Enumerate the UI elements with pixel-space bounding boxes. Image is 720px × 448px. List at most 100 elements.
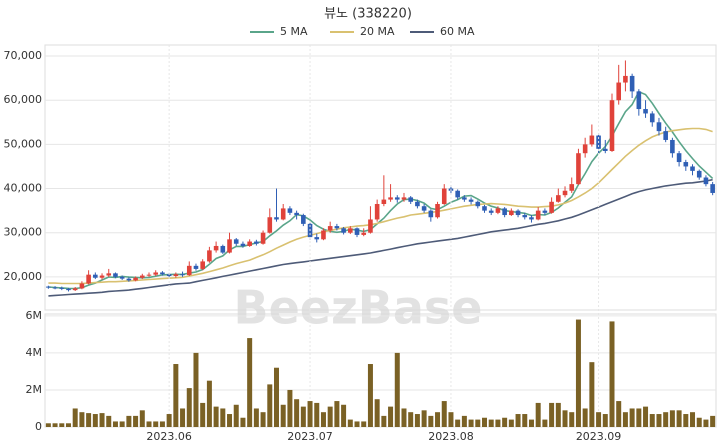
candle-body bbox=[274, 217, 279, 220]
watermark: BeezBase bbox=[234, 281, 483, 335]
candle-body bbox=[703, 177, 709, 185]
volume-bar bbox=[52, 423, 58, 427]
volume-bar bbox=[159, 421, 165, 427]
volume-bar bbox=[502, 417, 508, 427]
volume-bar bbox=[435, 412, 441, 427]
volume-bar bbox=[72, 408, 78, 427]
volume-bar bbox=[374, 399, 380, 427]
candle-body bbox=[294, 212, 299, 216]
candle-body bbox=[482, 206, 487, 211]
candle-body bbox=[690, 166, 695, 171]
candle-body bbox=[160, 272, 165, 275]
volume-bar bbox=[475, 419, 481, 427]
volume-bar bbox=[327, 406, 333, 427]
candle-body bbox=[227, 239, 232, 253]
candle-body bbox=[287, 208, 293, 213]
volume-bar bbox=[240, 417, 246, 427]
candle-body bbox=[321, 230, 326, 240]
candle-body bbox=[153, 272, 159, 275]
candle-body bbox=[180, 274, 185, 276]
volume-bar bbox=[307, 401, 313, 427]
ma-line bbox=[48, 90, 714, 290]
volume-bar bbox=[247, 338, 253, 427]
volume-bar bbox=[408, 412, 414, 427]
candle-body bbox=[354, 228, 360, 235]
candle-body bbox=[119, 276, 125, 279]
candle-body bbox=[267, 217, 273, 233]
volume-bar bbox=[663, 412, 669, 427]
volume-bar bbox=[59, 423, 65, 427]
candle-body bbox=[193, 265, 199, 269]
volume-bar bbox=[388, 406, 394, 427]
volume-bar bbox=[596, 412, 602, 427]
volume-bar bbox=[696, 417, 702, 427]
candle-body bbox=[207, 250, 212, 262]
candle-body bbox=[515, 210, 521, 216]
candle-body bbox=[576, 153, 581, 185]
volume-bar bbox=[602, 414, 608, 427]
candle-body bbox=[509, 210, 514, 216]
candle-body bbox=[462, 197, 467, 200]
candle-body bbox=[643, 109, 648, 114]
volume-bar bbox=[233, 404, 239, 427]
volume-bar bbox=[273, 367, 279, 427]
volume-bar bbox=[112, 421, 118, 427]
candle-body bbox=[106, 273, 112, 276]
volume-bar bbox=[381, 415, 387, 427]
volume-bar bbox=[180, 408, 186, 427]
volume-bar bbox=[468, 419, 474, 427]
volume-bar bbox=[354, 421, 360, 427]
candle-body bbox=[233, 239, 239, 244]
candle-body bbox=[670, 139, 675, 154]
candle-body bbox=[435, 204, 440, 218]
candle-body bbox=[374, 204, 380, 220]
candle-body bbox=[334, 226, 340, 229]
candle-body bbox=[522, 215, 528, 218]
volume-bar bbox=[710, 415, 716, 427]
volume-bar bbox=[488, 419, 494, 427]
volume-bar bbox=[569, 412, 575, 427]
candle-body bbox=[361, 232, 367, 235]
volume-bar bbox=[582, 408, 588, 427]
candle-body bbox=[676, 153, 682, 163]
candle-body bbox=[72, 288, 78, 291]
candle-body bbox=[696, 170, 702, 178]
volume-bar bbox=[347, 419, 353, 427]
y-tick-label: 70,000 bbox=[4, 49, 43, 62]
panel-frame bbox=[44, 44, 717, 311]
volume-bar bbox=[522, 414, 528, 427]
y-tick-label: 6M bbox=[26, 309, 43, 322]
candle-body bbox=[408, 197, 413, 202]
y-tick-label: 30,000 bbox=[4, 226, 43, 239]
candle-body bbox=[488, 210, 494, 213]
volume-bar bbox=[200, 402, 206, 427]
volume-bar bbox=[461, 415, 467, 427]
candle-body bbox=[348, 228, 353, 233]
volume-bar bbox=[542, 419, 548, 427]
chart-title: 뷰노 (338220) bbox=[324, 7, 412, 22]
candle-body bbox=[441, 188, 447, 204]
volume-bar bbox=[99, 413, 105, 427]
candle-body bbox=[562, 190, 568, 196]
volume-bar bbox=[186, 388, 192, 427]
x-tick-label: 2023.07 bbox=[287, 430, 333, 443]
volume-bar bbox=[562, 410, 568, 427]
volume-bar bbox=[616, 401, 622, 427]
volume-bar bbox=[676, 410, 682, 427]
x-tick-label: 2023.09 bbox=[576, 430, 622, 443]
candle-body bbox=[609, 100, 615, 151]
candle-body bbox=[113, 273, 118, 277]
volume-bar bbox=[643, 406, 649, 427]
volume-bar bbox=[421, 410, 427, 427]
candle-body bbox=[46, 286, 51, 288]
legend-label: 20 MA bbox=[360, 25, 395, 38]
volume-bar bbox=[146, 421, 152, 427]
volume-bar bbox=[575, 319, 581, 427]
candle-body bbox=[629, 75, 635, 92]
volume-bar bbox=[448, 412, 454, 427]
volume-bar bbox=[86, 413, 92, 427]
volume-bar bbox=[92, 414, 98, 427]
volume-bar bbox=[367, 364, 373, 427]
volume-bar bbox=[341, 404, 347, 427]
